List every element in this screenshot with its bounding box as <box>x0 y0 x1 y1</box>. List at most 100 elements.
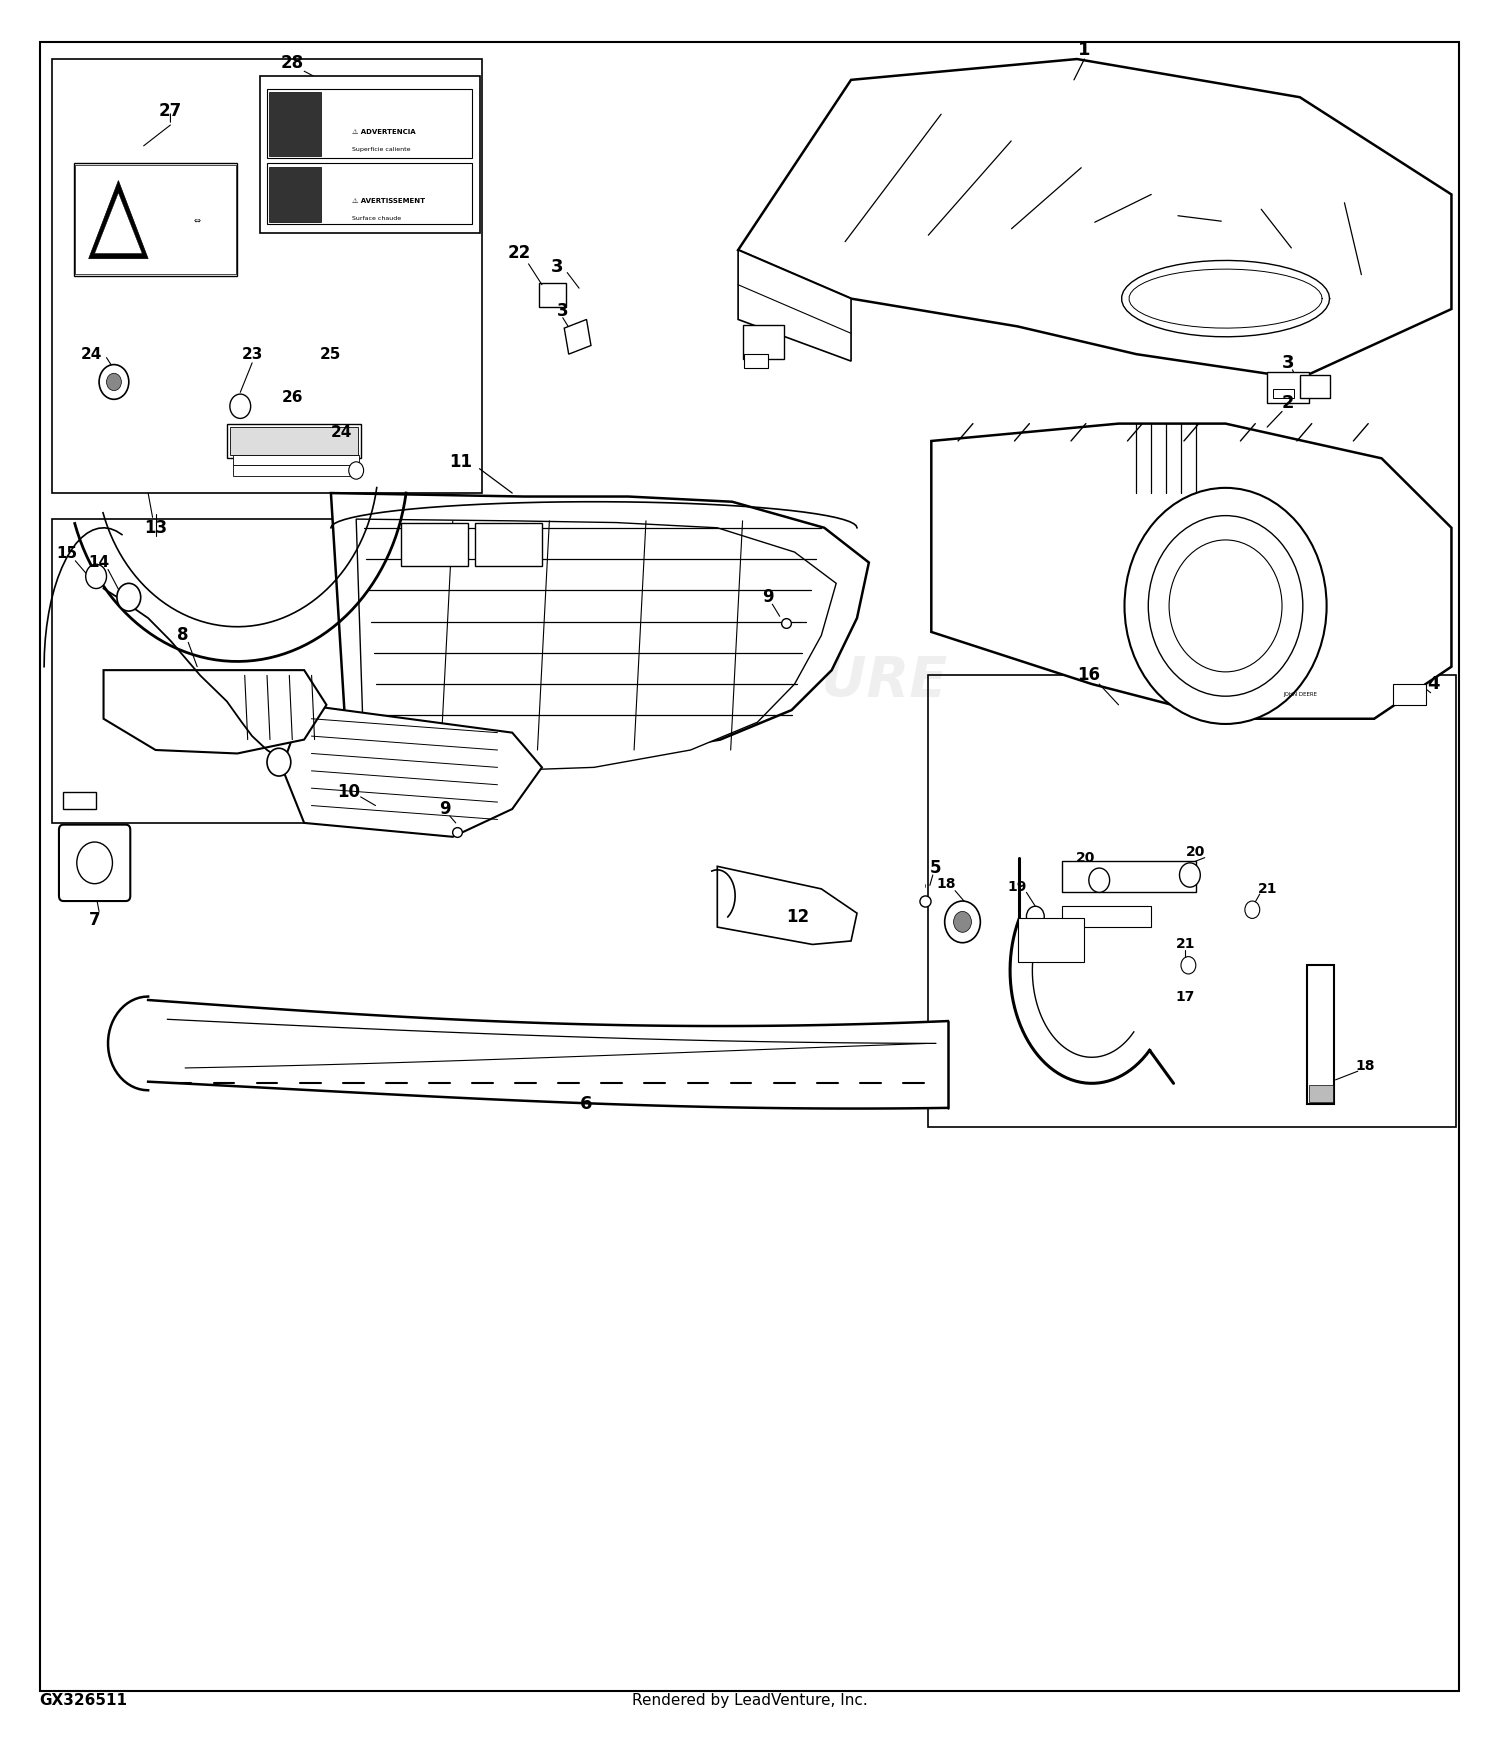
Bar <box>1308 966 1334 1104</box>
Circle shape <box>1179 863 1200 887</box>
Text: 3: 3 <box>1281 354 1294 371</box>
Circle shape <box>954 912 972 933</box>
Text: 8: 8 <box>177 626 188 644</box>
Text: ⚠ AVERTISSEMENT: ⚠ AVERTISSEMENT <box>351 198 424 205</box>
Text: 1: 1 <box>1078 42 1090 60</box>
Text: Surface chaude: Surface chaude <box>351 217 400 220</box>
Bar <box>742 326 784 359</box>
Text: 11: 11 <box>448 453 471 471</box>
Text: ⇔: ⇔ <box>194 215 201 226</box>
Polygon shape <box>717 866 856 945</box>
Bar <box>230 427 357 455</box>
Text: 6: 6 <box>580 1096 592 1113</box>
Text: 13: 13 <box>144 518 166 537</box>
Polygon shape <box>104 670 327 754</box>
Text: 28: 28 <box>280 54 304 72</box>
Bar <box>1268 371 1310 402</box>
Bar <box>226 424 360 458</box>
Text: Superficie caliente: Superficie caliente <box>351 147 410 152</box>
Bar <box>268 93 321 156</box>
Text: 16: 16 <box>1077 667 1101 684</box>
Text: 20: 20 <box>1076 850 1095 864</box>
Text: ADVENTURE: ADVENTURE <box>567 653 948 707</box>
Text: 26: 26 <box>282 390 303 404</box>
Bar <box>476 523 542 565</box>
Text: Rendered by LeadVenture, Inc.: Rendered by LeadVenture, Inc. <box>632 1694 868 1708</box>
Polygon shape <box>282 705 542 836</box>
Text: 22: 22 <box>509 245 531 262</box>
Circle shape <box>117 583 141 611</box>
Circle shape <box>106 373 122 390</box>
Bar <box>51 520 348 822</box>
Text: 24: 24 <box>81 346 102 362</box>
Bar <box>928 676 1456 1127</box>
Polygon shape <box>738 250 850 360</box>
Bar <box>232 466 358 476</box>
Circle shape <box>1026 906 1044 928</box>
Bar <box>1017 919 1084 962</box>
Polygon shape <box>148 999 948 1108</box>
Text: 9: 9 <box>762 588 774 605</box>
Text: ⚠ ADVERTENCIA: ⚠ ADVERTENCIA <box>351 130 416 135</box>
Bar <box>267 89 472 158</box>
Polygon shape <box>94 192 142 254</box>
Bar <box>1062 861 1196 892</box>
Text: JOHN DEERE: JOHN DEERE <box>1282 691 1317 696</box>
Text: 7: 7 <box>88 912 101 929</box>
Circle shape <box>86 564 106 588</box>
Text: 19: 19 <box>1008 880 1028 894</box>
Text: 17: 17 <box>1176 989 1196 1003</box>
Polygon shape <box>88 180 148 259</box>
Bar <box>744 354 768 367</box>
Text: 3: 3 <box>556 301 568 320</box>
Bar <box>1310 1085 1332 1102</box>
Bar <box>1394 684 1426 705</box>
Bar <box>51 60 483 493</box>
Bar <box>1300 374 1329 397</box>
Circle shape <box>1245 901 1260 919</box>
Polygon shape <box>332 493 868 763</box>
Bar <box>74 163 237 276</box>
Circle shape <box>1168 541 1282 672</box>
Bar <box>268 166 321 222</box>
Circle shape <box>1089 868 1110 892</box>
Text: 12: 12 <box>786 908 808 926</box>
Circle shape <box>230 394 251 418</box>
Text: 23: 23 <box>242 346 262 362</box>
Bar <box>260 77 480 233</box>
Text: 24: 24 <box>330 425 352 439</box>
Text: 9: 9 <box>440 800 452 817</box>
Text: 14: 14 <box>88 555 110 570</box>
Text: 3: 3 <box>550 259 562 276</box>
Bar <box>75 164 236 275</box>
Text: 21: 21 <box>1257 882 1276 896</box>
Polygon shape <box>564 320 591 354</box>
Text: 25: 25 <box>320 346 342 362</box>
FancyBboxPatch shape <box>58 824 130 901</box>
Polygon shape <box>356 520 836 770</box>
Text: 10: 10 <box>338 782 360 802</box>
Circle shape <box>348 462 363 480</box>
Text: 15: 15 <box>56 546 76 562</box>
Circle shape <box>99 364 129 399</box>
Bar <box>63 791 96 808</box>
Circle shape <box>945 901 981 943</box>
Bar <box>1274 388 1294 397</box>
Bar <box>232 455 358 466</box>
Text: 2: 2 <box>1281 394 1294 411</box>
Bar <box>1062 906 1152 928</box>
Text: 4: 4 <box>1428 676 1440 693</box>
Text: 21: 21 <box>1176 938 1196 952</box>
Text: 18: 18 <box>1356 1059 1376 1073</box>
Bar <box>538 284 566 308</box>
Circle shape <box>1125 488 1326 724</box>
Polygon shape <box>738 60 1452 378</box>
Circle shape <box>1180 957 1196 975</box>
Text: 20: 20 <box>1186 845 1206 859</box>
Text: 18: 18 <box>936 877 956 891</box>
Text: GX326511: GX326511 <box>39 1694 128 1708</box>
Text: 5: 5 <box>930 859 942 877</box>
Circle shape <box>1149 516 1304 696</box>
Text: 27: 27 <box>159 102 182 121</box>
Circle shape <box>267 749 291 775</box>
